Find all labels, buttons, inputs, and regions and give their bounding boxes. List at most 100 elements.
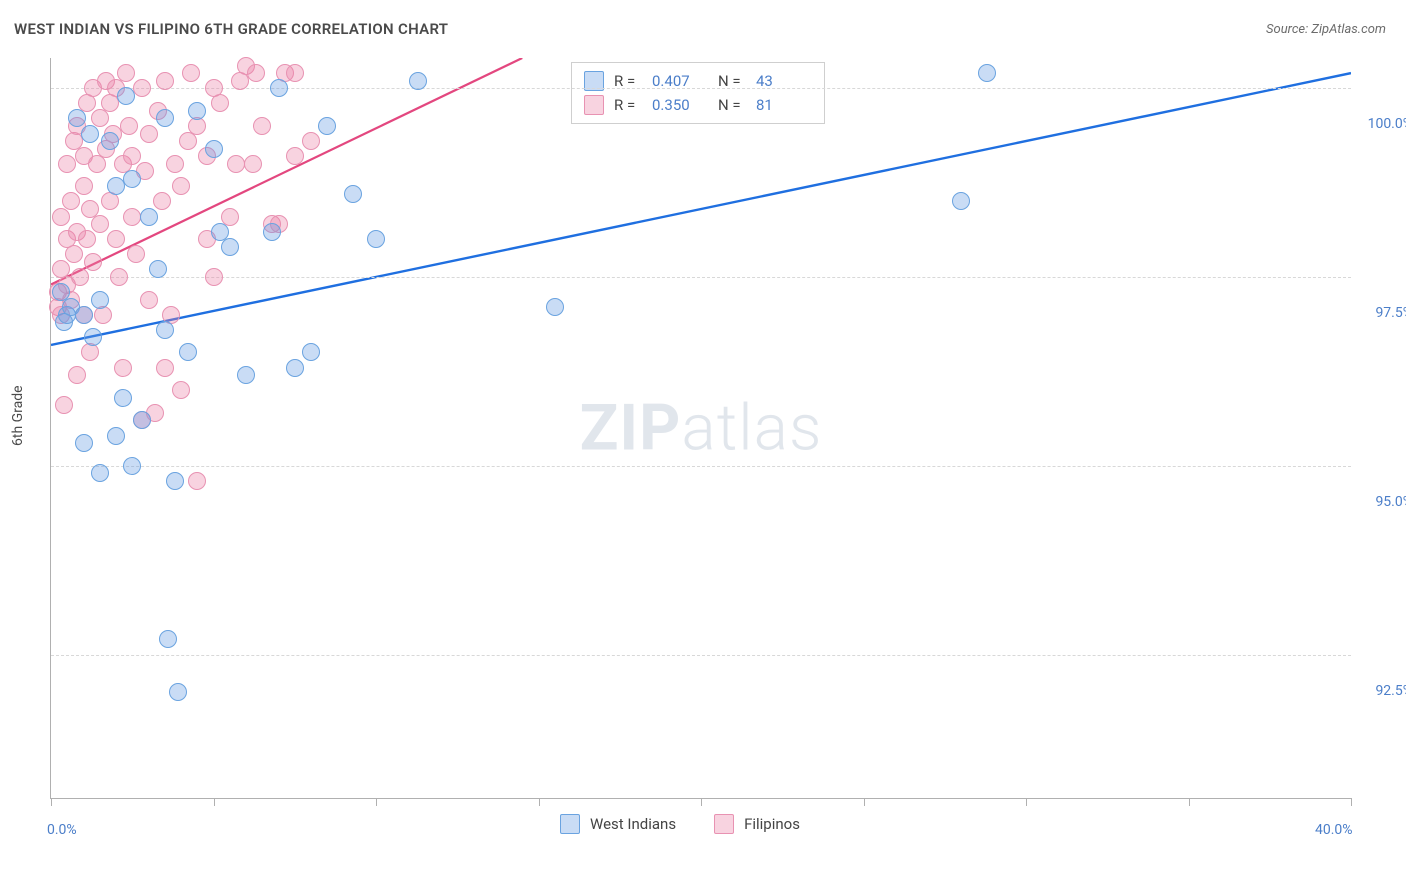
data-point-filipinos — [114, 359, 132, 377]
data-point-filipinos — [71, 268, 89, 286]
data-point-filipinos — [133, 79, 151, 97]
data-point-west-indians — [263, 223, 281, 241]
data-point-west-indians — [270, 79, 288, 97]
plot-area: ZIPatlas R = 0.407 N = 43 R = 0.350 N = … — [50, 58, 1351, 799]
data-point-filipinos — [286, 64, 304, 82]
data-point-filipinos — [68, 366, 86, 384]
data-point-west-indians — [84, 328, 102, 346]
data-point-filipinos — [211, 94, 229, 112]
data-point-filipinos — [78, 230, 96, 248]
data-point-filipinos — [156, 359, 174, 377]
data-point-west-indians — [286, 359, 304, 377]
legend-row-west-indians: R = 0.407 N = 43 — [584, 69, 812, 93]
data-point-filipinos — [107, 230, 125, 248]
data-point-west-indians — [133, 411, 151, 429]
series-label-filipinos: Filipinos — [744, 815, 800, 833]
y-axis-title: 6th Grade — [10, 385, 26, 446]
data-point-west-indians — [75, 434, 93, 452]
data-point-filipinos — [188, 472, 206, 490]
swatch-filipinos — [714, 814, 734, 834]
data-point-filipinos — [156, 72, 174, 90]
gridline-h — [51, 655, 1351, 656]
watermark-atlas: atlas — [681, 391, 822, 466]
data-point-west-indians — [101, 132, 119, 150]
data-point-filipinos — [52, 208, 70, 226]
data-point-filipinos — [127, 245, 145, 263]
n-label: N = — [718, 93, 746, 117]
gridline-h — [51, 88, 1351, 89]
swatch-west-indians — [560, 814, 580, 834]
data-point-west-indians — [156, 109, 174, 127]
data-point-west-indians — [149, 260, 167, 278]
data-point-west-indians — [114, 389, 132, 407]
data-point-filipinos — [75, 177, 93, 195]
watermark: ZIPatlas — [580, 391, 823, 466]
data-point-west-indians — [221, 238, 239, 256]
n-value-filipinos: 81 — [756, 93, 812, 117]
data-point-west-indians — [302, 343, 320, 361]
data-point-west-indians — [123, 457, 141, 475]
data-point-west-indians — [91, 291, 109, 309]
series-legend: West Indians Filipinos — [560, 814, 800, 834]
y-tick-label: 92.5% — [1375, 683, 1406, 699]
data-point-west-indians — [81, 125, 99, 143]
x-tick — [51, 798, 52, 806]
data-point-filipinos — [244, 155, 262, 173]
data-point-west-indians — [169, 683, 187, 701]
chart-title: WEST INDIAN VS FILIPINO 6TH GRADE CORREL… — [14, 20, 448, 38]
x-tick-label: 40.0% — [1315, 822, 1353, 838]
data-point-west-indians — [205, 140, 223, 158]
x-tick — [539, 798, 540, 806]
data-point-west-indians — [344, 185, 362, 203]
data-point-west-indians — [91, 464, 109, 482]
y-tick-label: 97.5% — [1375, 305, 1406, 321]
data-point-west-indians — [179, 343, 197, 361]
data-point-west-indians — [318, 117, 336, 135]
data-point-west-indians — [107, 427, 125, 445]
data-point-west-indians — [159, 630, 177, 648]
r-value-west-indians: 0.407 — [652, 69, 708, 93]
x-tick — [1026, 798, 1027, 806]
data-point-filipinos — [172, 177, 190, 195]
correlation-legend: R = 0.407 N = 43 R = 0.350 N = 81 — [571, 62, 825, 124]
data-point-filipinos — [253, 117, 271, 135]
series-label-west-indians: West Indians — [590, 815, 676, 833]
data-point-west-indians — [75, 306, 93, 324]
y-tick-label: 100.0% — [1368, 116, 1406, 132]
data-point-west-indians — [117, 87, 135, 105]
data-point-filipinos — [81, 343, 99, 361]
data-point-west-indians — [188, 102, 206, 120]
source-attribution: Source: ZipAtlas.com — [1266, 22, 1386, 37]
data-point-filipinos — [140, 125, 158, 143]
data-point-filipinos — [302, 132, 320, 150]
data-point-filipinos — [55, 396, 73, 414]
data-point-filipinos — [94, 306, 112, 324]
data-point-west-indians — [107, 177, 125, 195]
x-tick — [1351, 798, 1352, 806]
r-label: R = — [614, 93, 642, 117]
y-tick-label: 95.0% — [1375, 494, 1406, 510]
watermark-zip: ZIP — [580, 391, 682, 466]
data-point-filipinos — [58, 155, 76, 173]
data-point-filipinos — [117, 64, 135, 82]
data-point-west-indians — [237, 366, 255, 384]
data-point-west-indians — [68, 109, 86, 127]
data-point-filipinos — [205, 268, 223, 286]
data-point-filipinos — [110, 268, 128, 286]
x-tick — [864, 798, 865, 806]
data-point-filipinos — [65, 245, 83, 263]
x-tick — [214, 798, 215, 806]
data-point-filipinos — [120, 117, 138, 135]
data-point-filipinos — [91, 215, 109, 233]
r-label: R = — [614, 69, 642, 93]
data-point-filipinos — [247, 64, 265, 82]
data-point-filipinos — [84, 253, 102, 271]
data-point-west-indians — [978, 64, 996, 82]
n-value-west-indians: 43 — [756, 69, 812, 93]
data-point-west-indians — [166, 472, 184, 490]
legend-row-filipinos: R = 0.350 N = 81 — [584, 93, 812, 117]
r-value-filipinos: 0.350 — [652, 93, 708, 117]
data-point-filipinos — [88, 155, 106, 173]
data-point-filipinos — [182, 64, 200, 82]
n-label: N = — [718, 69, 746, 93]
